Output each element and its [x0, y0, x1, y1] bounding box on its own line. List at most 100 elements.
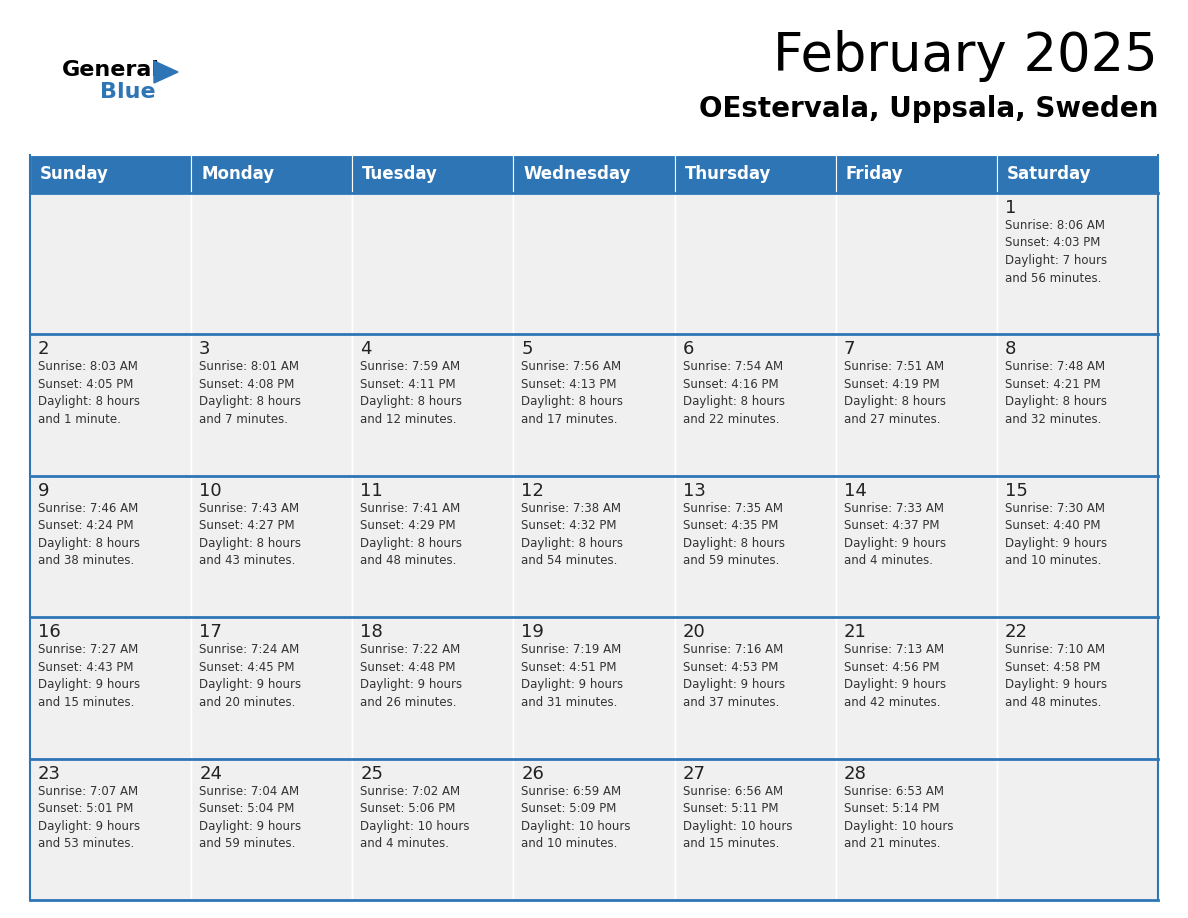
Text: Sunrise: 7:43 AM
Sunset: 4:27 PM
Daylight: 8 hours
and 43 minutes.: Sunrise: 7:43 AM Sunset: 4:27 PM Dayligh… [200, 502, 301, 567]
Text: 19: 19 [522, 623, 544, 641]
Text: 13: 13 [683, 482, 706, 499]
Text: Sunrise: 8:06 AM
Sunset: 4:03 PM
Daylight: 7 hours
and 56 minutes.: Sunrise: 8:06 AM Sunset: 4:03 PM Dayligh… [1005, 219, 1107, 285]
Bar [997, 758, 1158, 900]
Bar [675, 476, 835, 617]
Text: Sunrise: 7:30 AM
Sunset: 4:40 PM
Daylight: 9 hours
and 10 minutes.: Sunrise: 7:30 AM Sunset: 4:40 PM Dayligh… [1005, 502, 1107, 567]
Bar [30, 617, 191, 758]
Text: 6: 6 [683, 341, 694, 358]
Bar [997, 476, 1158, 617]
Bar [835, 334, 997, 476]
Text: 22: 22 [1005, 623, 1028, 641]
Text: Friday: Friday [846, 165, 903, 183]
Text: 4: 4 [360, 341, 372, 358]
Text: Sunrise: 7:13 AM
Sunset: 4:56 PM
Daylight: 9 hours
and 42 minutes.: Sunrise: 7:13 AM Sunset: 4:56 PM Dayligh… [843, 644, 946, 709]
Text: Tuesday: Tuesday [362, 165, 438, 183]
Text: Sunrise: 7:54 AM
Sunset: 4:16 PM
Daylight: 8 hours
and 22 minutes.: Sunrise: 7:54 AM Sunset: 4:16 PM Dayligh… [683, 361, 784, 426]
Text: Sunrise: 7:19 AM
Sunset: 4:51 PM
Daylight: 9 hours
and 31 minutes.: Sunrise: 7:19 AM Sunset: 4:51 PM Dayligh… [522, 644, 624, 709]
Bar [997, 193, 1158, 334]
Text: Thursday: Thursday [684, 165, 771, 183]
Text: Sunrise: 7:33 AM
Sunset: 4:37 PM
Daylight: 9 hours
and 4 minutes.: Sunrise: 7:33 AM Sunset: 4:37 PM Dayligh… [843, 502, 946, 567]
Text: Sunrise: 7:16 AM
Sunset: 4:53 PM
Daylight: 9 hours
and 37 minutes.: Sunrise: 7:16 AM Sunset: 4:53 PM Dayligh… [683, 644, 785, 709]
Polygon shape [154, 61, 178, 83]
Text: 21: 21 [843, 623, 866, 641]
Bar [997, 617, 1158, 758]
Text: 18: 18 [360, 623, 383, 641]
Text: 28: 28 [843, 765, 866, 783]
Bar [30, 193, 191, 334]
Text: Sunrise: 7:48 AM
Sunset: 4:21 PM
Daylight: 8 hours
and 32 minutes.: Sunrise: 7:48 AM Sunset: 4:21 PM Dayligh… [1005, 361, 1107, 426]
Text: Sunrise: 7:35 AM
Sunset: 4:35 PM
Daylight: 8 hours
and 59 minutes.: Sunrise: 7:35 AM Sunset: 4:35 PM Dayligh… [683, 502, 784, 567]
Text: Sunrise: 7:46 AM
Sunset: 4:24 PM
Daylight: 8 hours
and 38 minutes.: Sunrise: 7:46 AM Sunset: 4:24 PM Dayligh… [38, 502, 140, 567]
Text: Sunrise: 6:53 AM
Sunset: 5:14 PM
Daylight: 10 hours
and 21 minutes.: Sunrise: 6:53 AM Sunset: 5:14 PM Dayligh… [843, 785, 953, 850]
Text: Sunrise: 7:41 AM
Sunset: 4:29 PM
Daylight: 8 hours
and 48 minutes.: Sunrise: 7:41 AM Sunset: 4:29 PM Dayligh… [360, 502, 462, 567]
Text: 17: 17 [200, 623, 222, 641]
Bar [675, 193, 835, 334]
Text: 14: 14 [843, 482, 866, 499]
Bar [675, 758, 835, 900]
Bar [835, 617, 997, 758]
Bar [30, 758, 191, 900]
Bar [675, 334, 835, 476]
Text: 9: 9 [38, 482, 50, 499]
Text: Sunrise: 8:03 AM
Sunset: 4:05 PM
Daylight: 8 hours
and 1 minute.: Sunrise: 8:03 AM Sunset: 4:05 PM Dayligh… [38, 361, 140, 426]
Text: 25: 25 [360, 765, 384, 783]
Bar [191, 155, 353, 193]
Text: 24: 24 [200, 765, 222, 783]
Bar [513, 334, 675, 476]
Bar [513, 758, 675, 900]
Text: Sunrise: 7:10 AM
Sunset: 4:58 PM
Daylight: 9 hours
and 48 minutes.: Sunrise: 7:10 AM Sunset: 4:58 PM Dayligh… [1005, 644, 1107, 709]
Text: OEstervala, Uppsala, Sweden: OEstervala, Uppsala, Sweden [699, 95, 1158, 123]
Text: 2: 2 [38, 341, 50, 358]
Bar [353, 617, 513, 758]
Text: Sunrise: 7:56 AM
Sunset: 4:13 PM
Daylight: 8 hours
and 17 minutes.: Sunrise: 7:56 AM Sunset: 4:13 PM Dayligh… [522, 361, 624, 426]
Bar [675, 155, 835, 193]
Text: Monday: Monday [201, 165, 274, 183]
Bar [191, 758, 353, 900]
Text: Sunrise: 7:22 AM
Sunset: 4:48 PM
Daylight: 9 hours
and 26 minutes.: Sunrise: 7:22 AM Sunset: 4:48 PM Dayligh… [360, 644, 462, 709]
Text: 3: 3 [200, 341, 210, 358]
Bar [30, 155, 191, 193]
Text: 1: 1 [1005, 199, 1016, 217]
Bar [513, 155, 675, 193]
Text: Sunrise: 7:59 AM
Sunset: 4:11 PM
Daylight: 8 hours
and 12 minutes.: Sunrise: 7:59 AM Sunset: 4:11 PM Dayligh… [360, 361, 462, 426]
Text: 10: 10 [200, 482, 222, 499]
Text: 12: 12 [522, 482, 544, 499]
Bar [835, 758, 997, 900]
Bar [835, 155, 997, 193]
Text: 15: 15 [1005, 482, 1028, 499]
Text: Blue: Blue [100, 82, 156, 102]
Text: 7: 7 [843, 341, 855, 358]
Bar [353, 155, 513, 193]
Bar [997, 155, 1158, 193]
Text: Sunrise: 6:59 AM
Sunset: 5:09 PM
Daylight: 10 hours
and 10 minutes.: Sunrise: 6:59 AM Sunset: 5:09 PM Dayligh… [522, 785, 631, 850]
Text: February 2025: February 2025 [773, 30, 1158, 82]
Bar [835, 193, 997, 334]
Bar [513, 617, 675, 758]
Bar [513, 193, 675, 334]
Bar [353, 476, 513, 617]
Bar [191, 617, 353, 758]
Bar [513, 476, 675, 617]
Bar [191, 334, 353, 476]
Text: General: General [62, 60, 160, 80]
Text: Sunrise: 7:02 AM
Sunset: 5:06 PM
Daylight: 10 hours
and 4 minutes.: Sunrise: 7:02 AM Sunset: 5:06 PM Dayligh… [360, 785, 469, 850]
Bar [353, 193, 513, 334]
Bar [835, 476, 997, 617]
Text: Saturday: Saturday [1007, 165, 1092, 183]
Bar [191, 476, 353, 617]
Text: Sunrise: 8:01 AM
Sunset: 4:08 PM
Daylight: 8 hours
and 7 minutes.: Sunrise: 8:01 AM Sunset: 4:08 PM Dayligh… [200, 361, 301, 426]
Bar [30, 334, 191, 476]
Text: 27: 27 [683, 765, 706, 783]
Text: Sunrise: 7:27 AM
Sunset: 4:43 PM
Daylight: 9 hours
and 15 minutes.: Sunrise: 7:27 AM Sunset: 4:43 PM Dayligh… [38, 644, 140, 709]
Text: Sunrise: 7:51 AM
Sunset: 4:19 PM
Daylight: 8 hours
and 27 minutes.: Sunrise: 7:51 AM Sunset: 4:19 PM Dayligh… [843, 361, 946, 426]
Text: 20: 20 [683, 623, 706, 641]
Text: 23: 23 [38, 765, 61, 783]
Text: 5: 5 [522, 341, 533, 358]
Bar [191, 193, 353, 334]
Bar [675, 617, 835, 758]
Text: Sunrise: 7:07 AM
Sunset: 5:01 PM
Daylight: 9 hours
and 53 minutes.: Sunrise: 7:07 AM Sunset: 5:01 PM Dayligh… [38, 785, 140, 850]
Text: Sunrise: 7:04 AM
Sunset: 5:04 PM
Daylight: 9 hours
and 59 minutes.: Sunrise: 7:04 AM Sunset: 5:04 PM Dayligh… [200, 785, 302, 850]
Text: 11: 11 [360, 482, 383, 499]
Bar [353, 334, 513, 476]
Text: Wednesday: Wednesday [524, 165, 631, 183]
